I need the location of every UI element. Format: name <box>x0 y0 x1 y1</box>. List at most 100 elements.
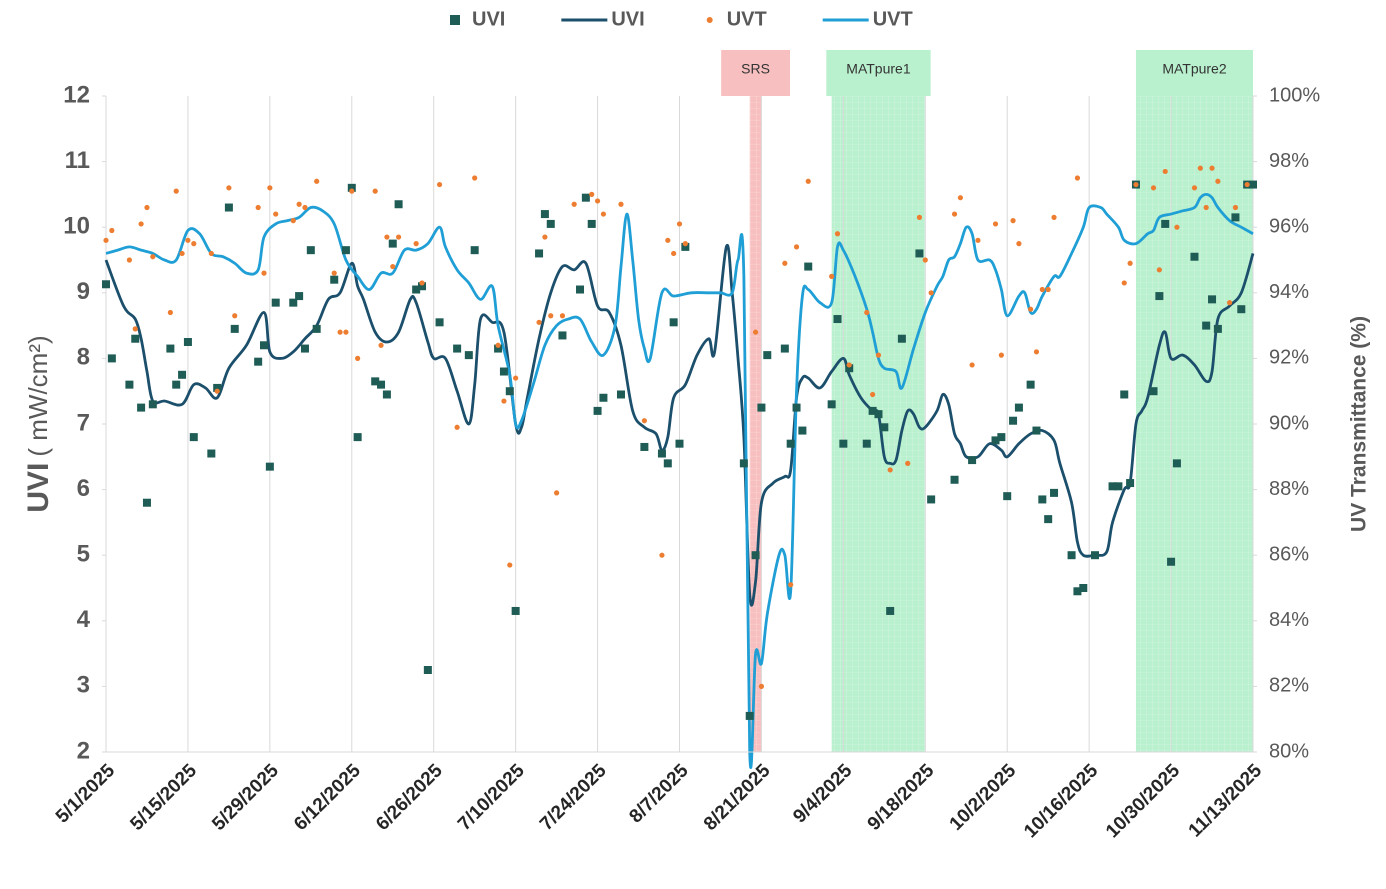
uvt-point <box>1133 181 1139 188</box>
uvi-point <box>254 357 263 366</box>
uvi-point <box>125 380 134 389</box>
uvi-point <box>435 318 444 327</box>
uvi-point <box>1237 305 1246 314</box>
uvt-point <box>179 250 185 257</box>
uvt-point <box>1010 218 1016 224</box>
uvi-point <box>751 551 760 560</box>
uvi-point <box>845 364 854 373</box>
series-line <box>104 243 1255 607</box>
uvt-point <box>413 241 419 247</box>
uvt-point <box>554 490 560 496</box>
uvt-point <box>1045 286 1051 293</box>
uvi-point <box>505 387 514 396</box>
uvi-point <box>535 249 544 258</box>
uvt-point <box>1244 181 1250 188</box>
y2-tick-label: 80% <box>1269 740 1309 762</box>
uvt-point <box>1215 178 1221 184</box>
uvt-point <box>782 260 788 266</box>
uvi-point <box>1108 482 1117 491</box>
region-label: MATpure1 <box>846 61 911 77</box>
uvt-point <box>846 362 852 368</box>
uvi-point <box>1073 587 1082 596</box>
uvt-point <box>454 424 460 430</box>
uvi-point <box>207 449 216 458</box>
uvi-point <box>1231 213 1240 222</box>
uvi-point <box>1114 482 1123 491</box>
uvi-point <box>137 403 146 412</box>
x-tick-label: 9/18/2025 <box>864 760 939 835</box>
uvt-point <box>659 552 665 558</box>
region-label-box <box>721 50 790 96</box>
uvt-point <box>594 198 601 204</box>
uvt-point <box>1074 175 1081 181</box>
legend-label: UVI <box>611 8 644 30</box>
x-tick-label: 10/2/2025 <box>946 760 1021 835</box>
uvt-point <box>1150 185 1157 191</box>
region-label: SRS <box>741 61 770 77</box>
uvi-point <box>792 403 801 412</box>
y2-axis-title: UV Transmittance (%) <box>1348 316 1371 532</box>
uvt-point <box>665 237 671 243</box>
uvt-point <box>208 250 214 257</box>
uvt-point <box>1016 241 1022 247</box>
y-tick-label: 11 <box>65 147 90 174</box>
uvt-point <box>331 270 337 276</box>
uvi-point <box>739 459 748 468</box>
uvi-point <box>576 285 585 294</box>
uvi-point <box>183 338 192 346</box>
y-tick-label: 9 <box>77 278 90 305</box>
uvt-point <box>641 418 647 424</box>
uvi-point <box>915 249 924 258</box>
uvi-point <box>1172 459 1181 468</box>
uvt-point <box>1033 349 1040 355</box>
uvt-point <box>928 290 934 296</box>
uvt-point <box>436 181 443 188</box>
uvt-point <box>384 234 390 240</box>
uvi-point <box>1126 479 1135 488</box>
uvi-point <box>1149 387 1158 396</box>
uvt-point <box>975 237 981 243</box>
uvt-point <box>793 244 800 250</box>
uvi-point <box>1167 557 1176 566</box>
x-tick-label: 5/15/2025 <box>126 760 201 835</box>
uvt-point <box>805 178 811 184</box>
y-axis-title-unit: ( mW/cm²) <box>23 335 53 456</box>
uvt-point <box>957 195 963 201</box>
uvi-point <box>886 606 895 615</box>
axes: 5/1/2025 5/15/2025 5/29/2025 6/12/2025 6/26/… <box>52 81 1320 842</box>
uvt-point <box>255 204 261 211</box>
uvt-point <box>378 342 384 348</box>
uvi-point <box>306 246 315 255</box>
uvi-point <box>102 280 110 289</box>
uvi-point <box>353 433 362 442</box>
uvi-point <box>669 318 678 327</box>
uvi-point <box>927 495 936 504</box>
uvi-point <box>224 203 233 212</box>
uvi-point <box>470 246 479 255</box>
uvi-point <box>289 298 298 307</box>
uvi-point <box>377 380 386 389</box>
x-tick-label: 5/29/2025 <box>208 760 283 835</box>
uvt-point <box>752 329 759 335</box>
uvt-point <box>267 185 273 191</box>
uvi-point <box>382 390 391 399</box>
uvt-point <box>355 355 361 361</box>
uvi-point <box>189 433 198 442</box>
y2-tick-label: 98% <box>1269 150 1309 172</box>
uvi-point <box>862 439 871 448</box>
uvt-point <box>314 178 320 184</box>
y2-tick-label: 100% <box>1269 84 1320 106</box>
uvt-point <box>1039 286 1045 293</box>
uvt-point <box>1232 204 1239 211</box>
uvi-point <box>494 344 503 353</box>
uvt-point <box>676 221 683 227</box>
uvt-point <box>571 201 577 207</box>
uvi-point <box>593 406 602 415</box>
uvt-point <box>864 309 870 316</box>
legend-label: UVI <box>472 8 505 30</box>
uvi-point <box>453 344 462 353</box>
uvt-point <box>232 313 238 319</box>
uvi-point <box>166 344 175 353</box>
uvi-point <box>880 423 889 432</box>
